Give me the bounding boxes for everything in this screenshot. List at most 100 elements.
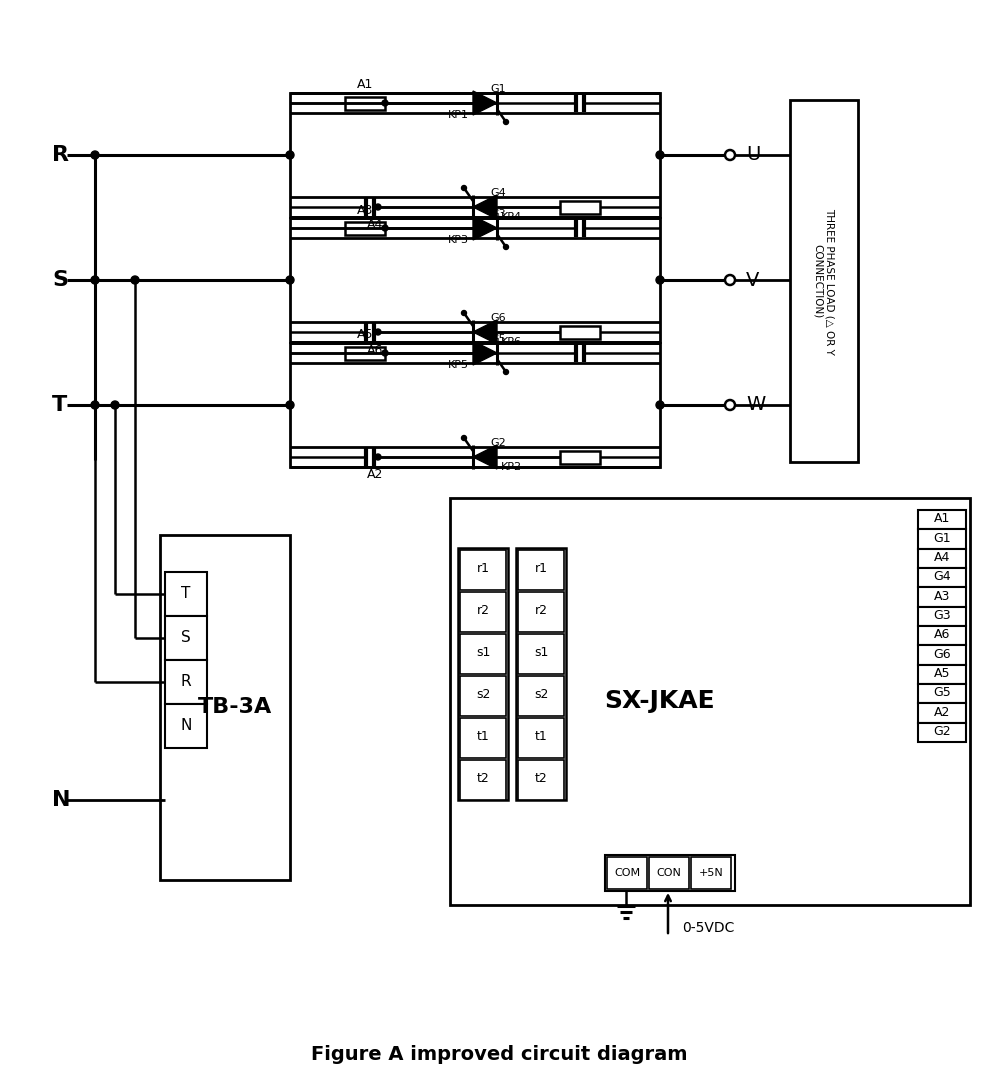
Bar (560, 451, 600, 464)
Text: G1: G1 (490, 84, 505, 94)
Text: A4: A4 (367, 218, 384, 231)
Text: CON: CON (656, 868, 681, 878)
Text: G5: G5 (933, 687, 951, 700)
Bar (918, 646, 966, 665)
Polygon shape (473, 320, 497, 344)
Circle shape (503, 244, 508, 250)
Bar (918, 626, 966, 646)
Circle shape (656, 401, 664, 409)
Bar (918, 607, 966, 626)
Text: A1: A1 (934, 512, 950, 525)
Polygon shape (473, 341, 497, 365)
Circle shape (462, 310, 467, 316)
Bar (918, 684, 966, 703)
Text: KP5: KP5 (448, 360, 469, 370)
Circle shape (91, 276, 99, 284)
Bar (460, 592, 506, 631)
Bar (518, 634, 564, 674)
Circle shape (503, 370, 508, 374)
Text: A4: A4 (934, 551, 950, 564)
Text: THREE PHASE LOAD (△ OR Y
CONNECTION): THREE PHASE LOAD (△ OR Y CONNECTION) (813, 207, 835, 355)
Bar (345, 97, 385, 110)
Text: r1: r1 (477, 562, 490, 575)
Text: t1: t1 (534, 730, 547, 743)
Circle shape (503, 119, 508, 125)
Text: KP4: KP4 (501, 212, 522, 222)
Text: KP3: KP3 (448, 235, 469, 245)
Bar (460, 550, 506, 590)
Bar (518, 676, 564, 716)
Text: G6: G6 (933, 648, 951, 661)
Text: A5: A5 (357, 329, 374, 342)
Text: r1: r1 (534, 562, 547, 575)
Bar (460, 676, 506, 716)
Text: W: W (746, 396, 765, 414)
Text: A1: A1 (357, 78, 374, 91)
Bar (165, 572, 207, 616)
Text: s1: s1 (476, 647, 491, 660)
Bar (918, 510, 966, 529)
Text: KP2: KP2 (501, 462, 522, 472)
Circle shape (462, 435, 467, 441)
Bar (691, 857, 731, 889)
Text: TB-3A: TB-3A (198, 697, 272, 717)
Text: r2: r2 (534, 604, 547, 617)
Bar (460, 718, 506, 758)
Text: G4: G4 (933, 571, 951, 584)
Bar (560, 326, 600, 339)
Bar (918, 723, 966, 742)
Circle shape (382, 225, 388, 231)
Text: S: S (181, 630, 191, 646)
Text: s1: s1 (533, 647, 548, 660)
Text: G3: G3 (933, 609, 951, 622)
Text: COM: COM (614, 868, 640, 878)
Circle shape (382, 350, 388, 356)
Polygon shape (473, 91, 497, 115)
Text: T: T (181, 587, 191, 601)
Text: t2: t2 (477, 773, 490, 786)
Circle shape (375, 454, 381, 460)
Bar (160, 535, 290, 880)
Text: t2: t2 (534, 773, 547, 786)
Text: r2: r2 (477, 604, 490, 617)
Text: R: R (181, 675, 192, 689)
Circle shape (131, 276, 139, 284)
Text: +5N: +5N (698, 868, 723, 878)
Text: T: T (52, 395, 67, 414)
Bar (450, 498, 970, 905)
Text: KP6: KP6 (501, 337, 522, 347)
Bar (458, 548, 508, 800)
Polygon shape (473, 216, 497, 240)
Bar (290, 218, 660, 342)
Bar (345, 347, 385, 360)
Text: G3: G3 (490, 209, 505, 219)
Circle shape (91, 151, 99, 159)
Bar (460, 760, 506, 800)
Bar (918, 665, 966, 684)
Bar (460, 634, 506, 674)
Bar (516, 548, 566, 800)
Bar (605, 855, 735, 891)
Text: G5: G5 (490, 334, 505, 344)
Bar (649, 857, 689, 889)
Bar (790, 100, 858, 462)
Bar (518, 550, 564, 590)
Text: U: U (746, 145, 760, 165)
Bar (165, 660, 207, 704)
Text: A6: A6 (934, 628, 950, 641)
Circle shape (91, 401, 99, 409)
Text: s2: s2 (533, 689, 548, 702)
Text: G6: G6 (490, 312, 505, 323)
Bar (518, 718, 564, 758)
Text: A3: A3 (934, 590, 950, 603)
Text: 0-5VDC: 0-5VDC (682, 921, 734, 935)
Bar (165, 616, 207, 660)
Text: s2: s2 (476, 689, 491, 702)
Bar (918, 703, 966, 723)
Bar (607, 857, 647, 889)
Text: t1: t1 (477, 730, 490, 743)
Polygon shape (473, 445, 497, 469)
Circle shape (286, 151, 294, 159)
Text: A6: A6 (367, 344, 384, 357)
Text: KP1: KP1 (448, 110, 469, 120)
